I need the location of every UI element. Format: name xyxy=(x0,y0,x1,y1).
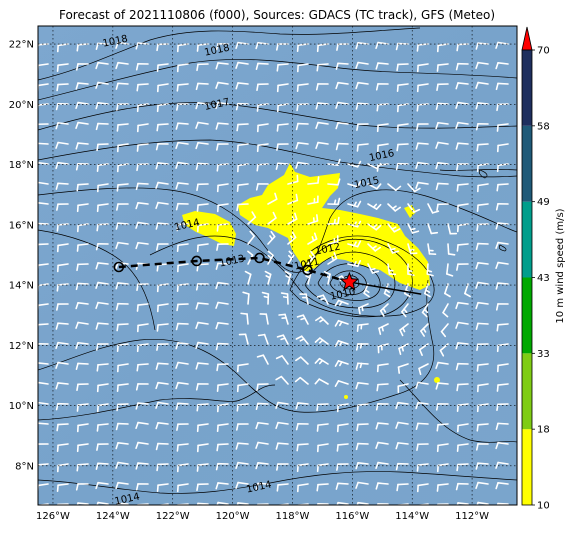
longitude-label: 116°W xyxy=(335,511,369,522)
wind-barb xyxy=(356,503,368,509)
colorbar-extend-arrow-icon xyxy=(522,27,532,50)
longitude-labels: 126°W 124°W 122°W 120°W 118°W 116°W 114°W 112°W xyxy=(36,511,489,522)
wind-barb xyxy=(236,503,248,509)
latitude-label: 20°N xyxy=(9,100,34,111)
longitude-label: 112°W xyxy=(455,511,489,522)
latitude-label: 18°N xyxy=(9,160,34,171)
longitude-label: 126°W xyxy=(36,511,70,522)
map-title: Forecast of 2021110806 (f000), Sources: … xyxy=(59,8,495,22)
colorbar-segments xyxy=(522,50,532,505)
longitude-label: 120°W xyxy=(216,511,250,522)
latitude-label: 22°N xyxy=(9,40,34,51)
latitude-label: 12°N xyxy=(9,341,34,352)
colorbar-tick-label: 58 xyxy=(537,121,550,132)
latitude-labels: 22°N 20°N 18°N 16°N 14°N 12°N 10°N 8°N xyxy=(9,40,34,473)
latitude-label: 14°N xyxy=(9,281,34,292)
wind-barb xyxy=(196,503,208,509)
latitude-label: 16°N xyxy=(9,220,34,231)
colorbar-segment xyxy=(522,429,532,505)
latitude-label: 8°N xyxy=(15,461,34,472)
longitude-label: 118°W xyxy=(275,511,309,522)
longitude-label: 114°W xyxy=(395,511,429,522)
colorbar-tick-label: 49 xyxy=(537,197,550,208)
colorbar-segment xyxy=(522,126,532,202)
longitude-label: 122°W xyxy=(156,511,190,522)
colorbar-tick-label: 18 xyxy=(537,425,550,436)
wind-barb xyxy=(456,503,468,509)
colorbar-ticks: 10 18 33 43 49 58 70 xyxy=(532,46,550,512)
wind-barb xyxy=(76,503,88,509)
colorbar-tick-label: 33 xyxy=(537,349,550,360)
plot-area: 1018101810171016101510141013101210111010… xyxy=(36,26,517,511)
colorbar-tick-label: 43 xyxy=(537,273,550,284)
colorbar-segment xyxy=(522,278,532,354)
colorbar-tick-label: 70 xyxy=(537,46,550,57)
colorbar-segment xyxy=(522,202,532,278)
colorbar-tick-label: 10 xyxy=(537,501,550,512)
colorbar-segment xyxy=(522,353,532,429)
colorbar-label: 10 m wind speed (m/s) xyxy=(555,208,566,323)
wind-speed-colorbar: 10 18 33 43 49 58 70 10 m wind speed (m/s) xyxy=(522,27,566,512)
ocean-background xyxy=(38,26,517,505)
latitude-label: 10°N xyxy=(9,401,34,412)
longitude-label: 124°W xyxy=(96,511,130,522)
wind-barb xyxy=(497,504,508,510)
colorbar-segment xyxy=(522,50,532,126)
